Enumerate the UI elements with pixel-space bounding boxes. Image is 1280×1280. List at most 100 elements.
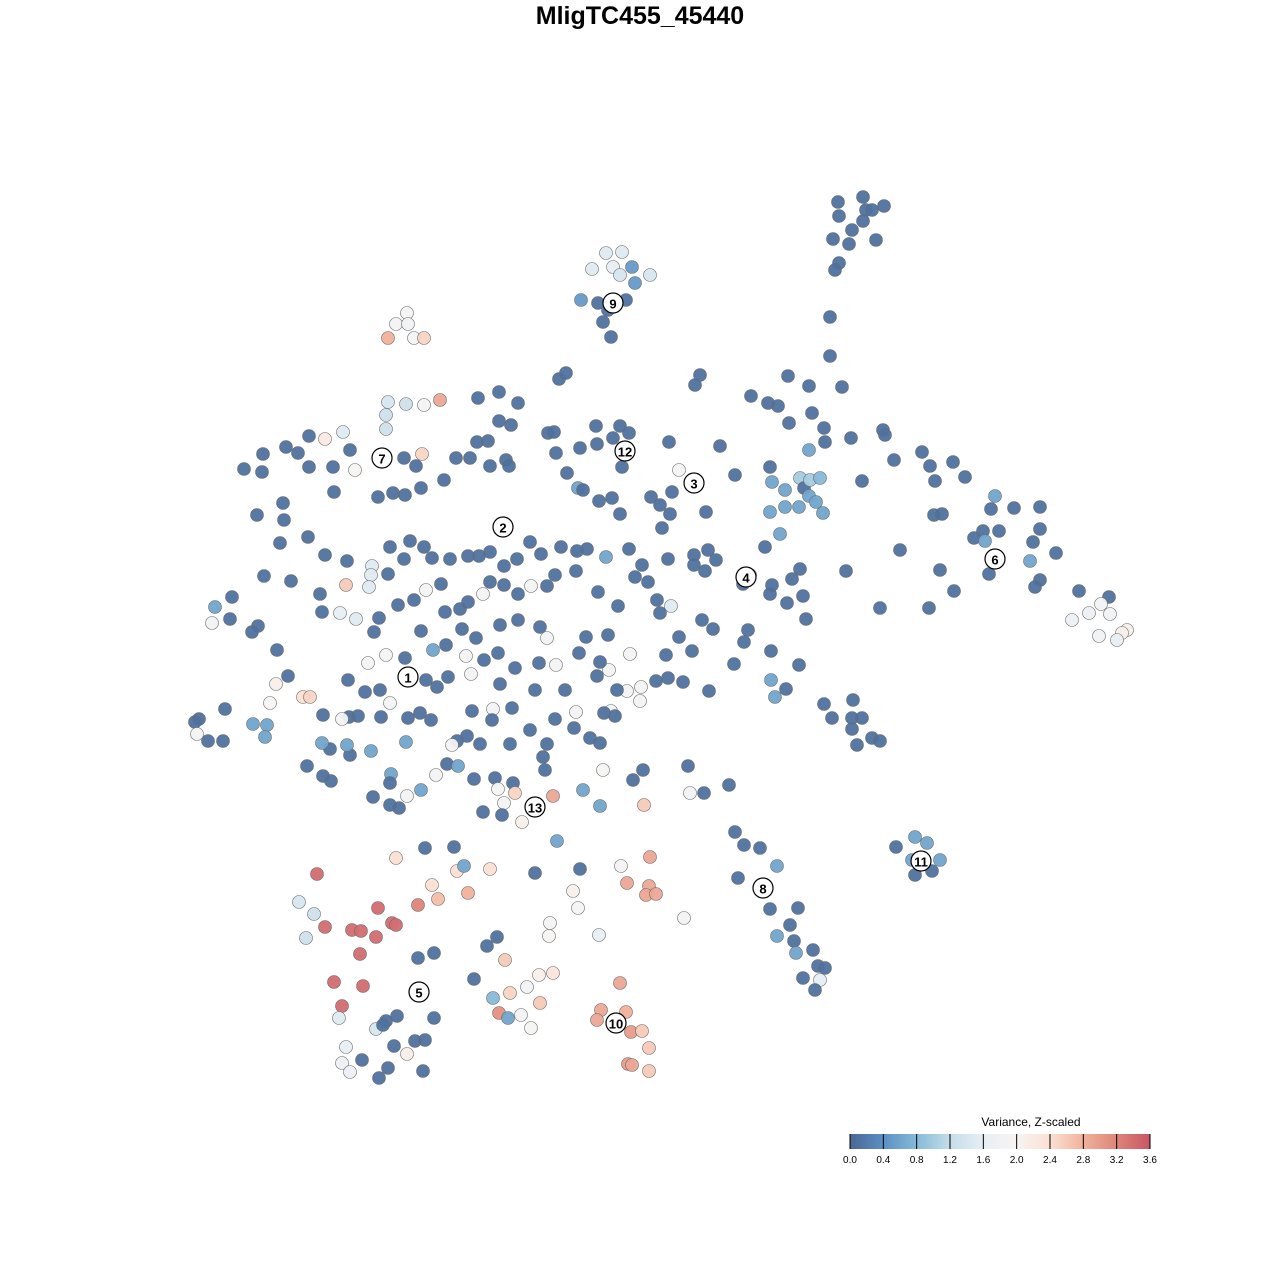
data-point <box>515 815 529 829</box>
data-point <box>698 564 712 578</box>
data-point <box>643 268 657 282</box>
data-point <box>634 680 648 694</box>
data-point <box>302 460 316 474</box>
data-point <box>371 901 385 915</box>
data-point <box>988 489 1002 503</box>
data-point <box>486 991 500 1005</box>
data-point <box>364 744 378 758</box>
data-point <box>781 369 795 383</box>
data-point <box>364 568 378 582</box>
data-point <box>260 718 274 732</box>
cluster-label-text: 10 <box>609 1017 623 1032</box>
data-point <box>536 750 550 764</box>
data-point <box>559 366 573 380</box>
data-point <box>623 647 637 661</box>
data-point <box>511 587 525 601</box>
cluster-label-7: 7 <box>371 447 393 469</box>
data-point <box>653 498 667 512</box>
data-point <box>571 901 585 915</box>
data-point <box>560 466 574 480</box>
data-point <box>451 759 465 773</box>
data-point <box>443 552 457 566</box>
data-point <box>792 658 806 672</box>
data-point <box>503 737 517 751</box>
data-point <box>371 490 385 504</box>
data-point <box>523 535 537 549</box>
data-point <box>823 349 837 363</box>
data-point <box>476 805 490 819</box>
data-point <box>301 530 315 544</box>
data-point <box>567 721 581 735</box>
data-point <box>356 979 370 993</box>
data-point <box>887 453 901 467</box>
data-point <box>946 455 960 469</box>
data-point <box>361 656 375 670</box>
data-point <box>672 463 686 477</box>
data-point <box>349 612 363 626</box>
legend-tick-label: 0.4 <box>876 1155 890 1166</box>
data-point <box>1082 606 1096 620</box>
data-point <box>643 850 657 864</box>
data-point <box>628 570 642 584</box>
data-point <box>343 1065 357 1079</box>
data-point <box>765 578 779 592</box>
data-point <box>419 583 433 597</box>
data-point <box>397 451 411 465</box>
chart-title: MligTC455_45440 <box>535 2 745 30</box>
data-point <box>300 759 314 773</box>
data-point <box>520 980 534 994</box>
data-point <box>779 682 793 696</box>
data-point <box>223 612 237 626</box>
legend-tick-label: 0.0 <box>843 1155 857 1166</box>
data-point <box>459 649 473 663</box>
data-point <box>447 840 461 854</box>
data-point <box>389 851 403 865</box>
data-point <box>383 776 397 790</box>
data-point <box>947 584 961 598</box>
data-point <box>835 380 849 394</box>
data-point <box>856 214 870 228</box>
data-point <box>532 656 546 670</box>
data-point <box>327 975 341 989</box>
data-point <box>805 406 819 420</box>
data-point <box>808 983 822 997</box>
data-point <box>493 618 507 632</box>
data-point <box>383 540 397 554</box>
data-point <box>532 968 546 982</box>
cluster-label-8: 8 <box>752 877 774 899</box>
data-point <box>430 680 444 694</box>
legend-tick-label: 2.4 <box>1043 1155 1057 1166</box>
data-point <box>362 580 376 594</box>
data-point <box>439 638 453 652</box>
data-point <box>1072 584 1086 598</box>
data-point <box>492 385 506 399</box>
cluster-label-circle <box>683 472 705 494</box>
data-point <box>510 552 524 566</box>
data-point <box>548 712 562 726</box>
data-point <box>256 447 270 461</box>
cluster-label-13: 13 <box>524 796 546 818</box>
data-point <box>302 429 316 443</box>
data-point <box>596 315 610 329</box>
data-point <box>635 1024 649 1038</box>
data-point <box>540 737 554 751</box>
data-point <box>315 736 329 750</box>
data-point <box>706 622 720 636</box>
data-point <box>583 731 597 745</box>
data-point <box>845 223 859 237</box>
data-point <box>291 446 305 460</box>
data-point <box>400 1047 414 1061</box>
data-point <box>310 867 324 881</box>
data-point <box>425 551 439 565</box>
data-point <box>383 798 397 812</box>
data-point <box>615 245 629 259</box>
data-point <box>687 558 701 572</box>
data-point <box>292 895 306 909</box>
cluster-label-11: 11 <box>910 850 932 872</box>
data-point <box>683 786 697 800</box>
data-point <box>366 790 380 804</box>
data-point <box>335 999 349 1013</box>
data-point <box>502 459 516 473</box>
data-point <box>591 585 605 599</box>
data-point <box>576 783 590 797</box>
